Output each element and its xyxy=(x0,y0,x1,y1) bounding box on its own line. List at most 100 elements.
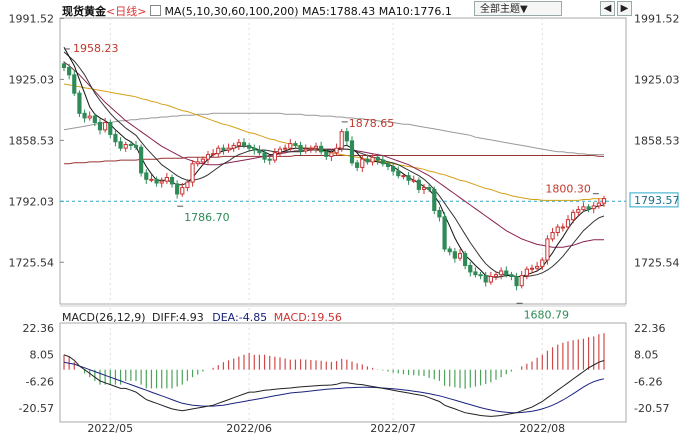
candlesticks xyxy=(61,61,607,291)
price-tick-label-right: 1925.03 xyxy=(634,73,680,86)
macd-tick-label-left: 22.36 xyxy=(23,322,55,335)
candle-body xyxy=(252,147,257,151)
candle-body xyxy=(416,179,421,190)
candle-body xyxy=(108,122,113,135)
dif-line xyxy=(63,354,605,417)
dea-line xyxy=(63,361,605,414)
macd-tick-label-left: 8.05 xyxy=(30,349,55,362)
candle-body xyxy=(493,274,499,277)
candle-body xyxy=(92,115,97,124)
candle-body xyxy=(514,276,519,287)
candle-body xyxy=(355,162,360,168)
current-price-label: 1793.57 xyxy=(634,194,680,207)
instrument-title: 现货黄金 xyxy=(62,5,106,18)
price-tick-label-right: 1725.54 xyxy=(634,256,680,269)
candle-body xyxy=(370,156,375,163)
candle-body xyxy=(133,144,139,148)
theme-dropdown-button[interactable]: 全部主题▼ xyxy=(474,1,562,16)
indicator-lines xyxy=(63,47,605,278)
period-label[interactable]: <日线> xyxy=(106,5,147,18)
candle-body xyxy=(303,148,308,152)
candle-body xyxy=(380,159,385,165)
price-tick-label-left: 1792.03 xyxy=(9,195,55,208)
macd-panel xyxy=(63,333,605,417)
candle-body xyxy=(339,131,344,149)
candle-body xyxy=(77,92,82,114)
candle-body xyxy=(385,163,391,167)
candle-body xyxy=(277,148,283,154)
candle-body xyxy=(499,270,504,276)
price-annotation: 1958.23 xyxy=(73,42,119,55)
axis-labels: 1991.52 1991.52 1925.03 1925.03 1858.53 1858.… xyxy=(9,12,680,435)
candle-body xyxy=(164,177,169,182)
candle-body xyxy=(437,210,442,218)
price-annotation: 1800.30 xyxy=(545,183,591,196)
candle-body xyxy=(540,259,545,267)
candle-body xyxy=(159,180,164,184)
candle-body xyxy=(565,219,571,228)
ma-label: MA(5,10,30,60,100,200) xyxy=(164,5,299,18)
price-tick-label-left: 1725.54 xyxy=(9,256,55,269)
candle-body xyxy=(463,253,468,266)
candle-body xyxy=(483,275,488,283)
candle-body xyxy=(67,67,72,76)
candle-body xyxy=(427,187,432,190)
candle-body xyxy=(334,147,339,154)
price-annotation: 1786.70 xyxy=(184,211,230,224)
candle-body xyxy=(200,158,205,163)
candle-body xyxy=(591,205,596,210)
ma100-line xyxy=(63,112,604,156)
candle-body xyxy=(360,158,365,168)
candle-body xyxy=(545,238,550,261)
price-frame xyxy=(59,17,627,305)
candle-body xyxy=(329,152,334,157)
x-tick-label: 2022/05 xyxy=(87,422,133,435)
candle-body xyxy=(401,175,406,178)
candle-body xyxy=(113,133,118,143)
candle-body xyxy=(555,226,560,233)
macd-tick-label-right: -20.57 xyxy=(634,402,669,415)
price-tick-label-right: 1991.52 xyxy=(634,12,680,25)
candle-body xyxy=(144,172,149,180)
candle-body xyxy=(468,265,473,273)
candle-body xyxy=(154,178,159,184)
chart-header: 现货黄金<日线> MA(5,10,30,60,100,200) MA5:1788… xyxy=(62,3,452,19)
candle-body xyxy=(571,211,576,221)
candle-body xyxy=(586,206,591,210)
candle-body xyxy=(123,144,128,149)
candle-body xyxy=(601,198,607,204)
candle-body xyxy=(324,151,329,157)
candle-body xyxy=(375,156,380,161)
next-icon[interactable]: ▶ xyxy=(617,1,632,16)
candle-body xyxy=(509,274,514,277)
candle-body xyxy=(216,147,221,155)
candle-body xyxy=(267,158,272,161)
candle-body xyxy=(185,181,190,189)
candle-body xyxy=(504,270,509,276)
candle-body xyxy=(406,175,411,181)
macd-label: MACD(26,12,9) xyxy=(62,311,146,324)
candle-body xyxy=(308,147,313,150)
candle-body xyxy=(118,141,123,149)
candle-body xyxy=(442,216,447,250)
price-annotation: 1680.79 xyxy=(524,308,570,321)
candle-body xyxy=(175,183,180,195)
candle-body xyxy=(103,122,108,131)
prev-icon[interactable]: ◀ xyxy=(600,1,615,16)
candle-body xyxy=(524,268,529,277)
ma10-value: MA10:1776.1 xyxy=(378,5,452,18)
candle-body xyxy=(169,177,175,185)
x-tick-label: 2022/08 xyxy=(519,422,565,435)
candle-body xyxy=(257,149,262,154)
candle-body xyxy=(581,206,586,211)
x-tick-label: 2022/06 xyxy=(226,422,272,435)
price-tick-label-left: 1925.03 xyxy=(9,73,55,86)
candle-body xyxy=(576,209,581,213)
candle-body xyxy=(396,170,401,177)
current-price-box xyxy=(629,192,679,208)
candle-body xyxy=(313,145,319,149)
candle-body xyxy=(478,274,483,277)
candle-body xyxy=(272,152,277,161)
candle-body xyxy=(262,152,267,160)
